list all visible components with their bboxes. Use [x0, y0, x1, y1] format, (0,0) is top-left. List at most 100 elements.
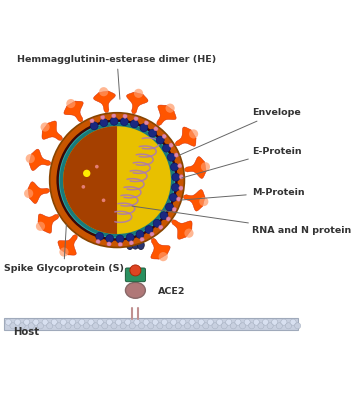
Circle shape — [59, 122, 175, 238]
Circle shape — [118, 242, 122, 247]
Circle shape — [19, 323, 25, 329]
Circle shape — [47, 323, 53, 329]
Circle shape — [26, 154, 35, 163]
Circle shape — [120, 118, 128, 126]
Circle shape — [102, 198, 105, 202]
Circle shape — [96, 232, 104, 240]
Circle shape — [172, 207, 176, 212]
Circle shape — [230, 323, 236, 329]
Polygon shape — [151, 238, 170, 259]
Circle shape — [136, 230, 144, 238]
Ellipse shape — [126, 240, 133, 250]
Circle shape — [185, 228, 193, 238]
FancyBboxPatch shape — [125, 268, 146, 282]
Ellipse shape — [136, 269, 145, 281]
Circle shape — [150, 232, 154, 236]
Circle shape — [60, 123, 174, 238]
Circle shape — [179, 186, 183, 190]
Circle shape — [79, 319, 85, 325]
Circle shape — [144, 121, 149, 125]
Circle shape — [258, 323, 264, 329]
Circle shape — [185, 323, 191, 329]
Circle shape — [111, 323, 117, 329]
Circle shape — [96, 240, 100, 244]
Polygon shape — [28, 182, 49, 204]
Circle shape — [24, 189, 33, 198]
Circle shape — [249, 323, 255, 329]
Circle shape — [107, 242, 111, 246]
Circle shape — [148, 323, 154, 329]
Circle shape — [157, 323, 163, 329]
Circle shape — [134, 116, 138, 121]
Circle shape — [169, 143, 173, 147]
Bar — [4, 318, 298, 330]
Circle shape — [295, 323, 301, 329]
Circle shape — [74, 323, 80, 329]
Circle shape — [10, 323, 16, 329]
Circle shape — [145, 226, 153, 234]
Circle shape — [161, 319, 167, 325]
Circle shape — [162, 134, 166, 138]
Polygon shape — [64, 101, 83, 122]
Circle shape — [116, 319, 122, 325]
Circle shape — [102, 323, 108, 329]
Circle shape — [106, 319, 112, 325]
Circle shape — [120, 323, 126, 329]
Circle shape — [140, 237, 144, 242]
Circle shape — [129, 241, 134, 245]
Ellipse shape — [126, 269, 135, 281]
Circle shape — [81, 185, 85, 189]
Text: Hemmagglutinin-esterase dimer (HE): Hemmagglutinin-esterase dimer (HE) — [17, 54, 217, 99]
Circle shape — [199, 197, 208, 206]
Text: Host: Host — [13, 327, 39, 337]
Circle shape — [169, 194, 177, 202]
Circle shape — [149, 129, 157, 137]
Circle shape — [189, 129, 198, 138]
Circle shape — [156, 136, 164, 144]
Ellipse shape — [125, 282, 145, 298]
Circle shape — [66, 99, 75, 108]
Polygon shape — [29, 149, 51, 170]
Circle shape — [56, 120, 178, 241]
Circle shape — [217, 319, 223, 325]
Circle shape — [40, 122, 50, 132]
Circle shape — [160, 212, 168, 220]
Circle shape — [207, 319, 213, 325]
Circle shape — [235, 319, 241, 325]
Circle shape — [203, 323, 209, 329]
Circle shape — [63, 126, 171, 234]
Circle shape — [226, 319, 232, 325]
Circle shape — [90, 122, 98, 130]
Polygon shape — [94, 91, 115, 112]
Circle shape — [154, 126, 158, 131]
Circle shape — [5, 319, 11, 325]
Circle shape — [179, 175, 183, 179]
Polygon shape — [58, 234, 77, 255]
Circle shape — [60, 319, 66, 325]
Circle shape — [90, 118, 94, 123]
Circle shape — [189, 319, 195, 325]
Circle shape — [159, 225, 163, 230]
Circle shape — [159, 252, 168, 261]
Circle shape — [92, 323, 99, 329]
Circle shape — [130, 265, 141, 276]
Circle shape — [42, 319, 48, 325]
Circle shape — [100, 119, 108, 127]
Text: Envelope: Envelope — [179, 108, 301, 156]
Circle shape — [193, 323, 200, 329]
Circle shape — [180, 319, 186, 325]
Circle shape — [166, 104, 175, 113]
Circle shape — [198, 319, 204, 325]
Circle shape — [281, 319, 287, 325]
Circle shape — [171, 163, 178, 171]
Circle shape — [101, 115, 105, 120]
Text: E-Protein: E-Protein — [182, 146, 301, 178]
Polygon shape — [185, 157, 206, 178]
Circle shape — [153, 219, 161, 227]
Circle shape — [267, 323, 273, 329]
Circle shape — [56, 323, 62, 329]
Circle shape — [106, 234, 114, 242]
Polygon shape — [42, 121, 62, 140]
Circle shape — [110, 117, 118, 125]
Circle shape — [139, 323, 145, 329]
